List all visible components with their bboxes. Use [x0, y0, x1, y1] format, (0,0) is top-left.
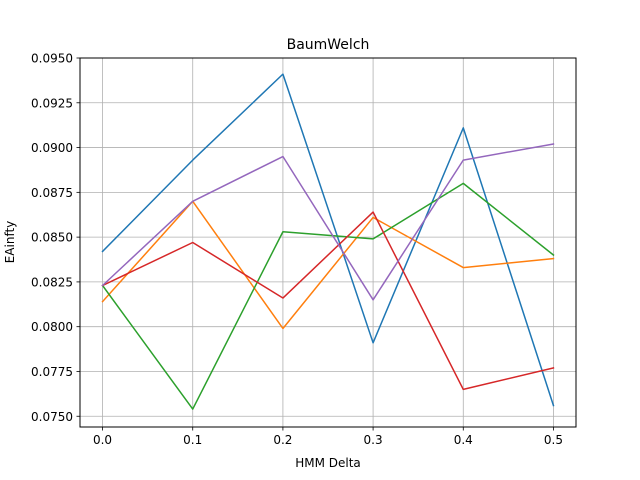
y-tick-label: 0.0775	[31, 365, 73, 379]
x-tick-label: 0.5	[544, 433, 563, 447]
grid	[80, 57, 576, 427]
y-tick-label: 0.0800	[31, 320, 73, 334]
y-tick-label: 0.0825	[31, 275, 73, 289]
y-tick-label: 0.0900	[31, 141, 73, 155]
x-axis-ticks: 0.0 0.1 0.2 0.3 0.4 0.5	[93, 427, 563, 447]
x-tick-label: 0.2	[273, 433, 292, 447]
series-lines	[101, 73, 555, 410]
plot-frame	[79, 57, 577, 428]
y-tick-label: 0.0850	[31, 231, 73, 245]
x-tick-label: 0.3	[364, 433, 383, 447]
series-line-5	[101, 143, 555, 301]
chart-title: BaumWelch	[287, 37, 370, 53]
y-tick-label: 0.0925	[31, 96, 73, 110]
plot-area	[80, 58, 576, 427]
x-axis-label: HMM Delta	[295, 456, 361, 470]
y-tick-label: 0.0950	[31, 52, 73, 66]
y-axis-label: EAinfty	[3, 221, 17, 264]
x-tick-label: 0.1	[183, 433, 202, 447]
x-tick-label: 0.4	[454, 433, 473, 447]
y-tick-label: 0.0750	[31, 410, 73, 424]
y-axis-ticks: 0.0750 0.0775 0.0800 0.0825 0.0850 0.0875 0.09…	[31, 52, 80, 424]
series-line-2	[101, 200, 555, 330]
x-tick-label: 0.0	[93, 433, 112, 447]
series-line-1	[101, 73, 555, 407]
series-line-4	[101, 211, 555, 391]
y-tick-label: 0.0875	[31, 186, 73, 200]
series-line-3	[101, 182, 555, 410]
